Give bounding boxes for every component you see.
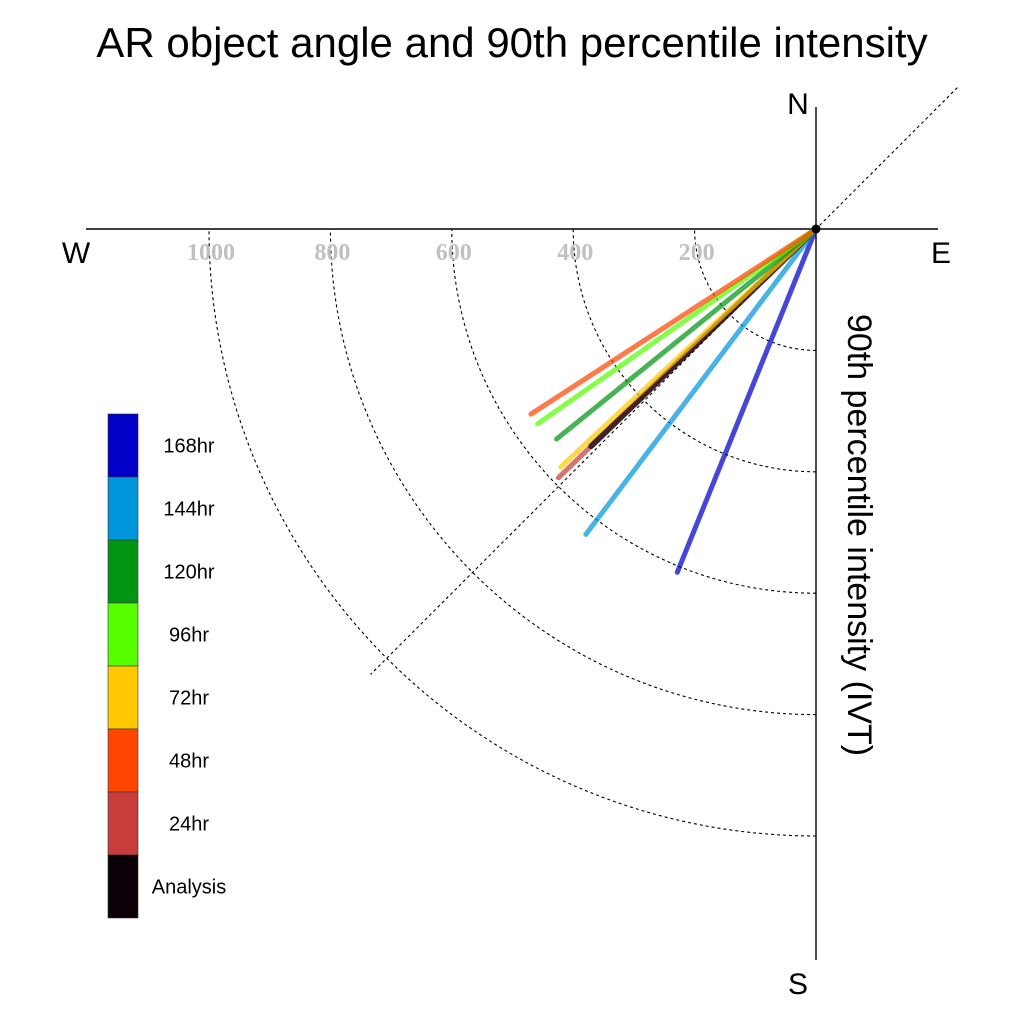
legend-label-72hr: 72hr xyxy=(169,688,209,710)
radial-tick-labels: 200 400 600 800 1000 xyxy=(187,240,715,266)
radial-tick-label-1000: 1000 xyxy=(187,240,235,266)
legend-swatch-144hr xyxy=(107,476,139,541)
legend-label-48hr: 48hr xyxy=(169,751,209,773)
y-axis-label: 90th percentile intensity (IVT) xyxy=(840,314,878,756)
legend-swatch-72hr xyxy=(107,665,139,730)
grid-arc-600 xyxy=(451,228,817,594)
radial-tick-label-400: 400 xyxy=(557,240,593,266)
vector-168hr xyxy=(674,226,819,575)
origin-point xyxy=(811,224,821,234)
grid-arc-800 xyxy=(329,228,817,716)
radial-tick-label-800: 800 xyxy=(314,240,350,266)
vector-72hr xyxy=(558,226,819,470)
diagonal-reference-line xyxy=(370,87,958,675)
legend-swatch-24hr xyxy=(107,791,139,856)
legend-label-24hr: 24hr xyxy=(169,814,209,836)
legend-label-168hr: 168hr xyxy=(163,436,214,458)
vector-144hr xyxy=(583,226,819,537)
radial-tick-label-600: 600 xyxy=(436,240,472,266)
legend-swatch-168hr xyxy=(107,413,139,478)
vector-48hr xyxy=(528,226,819,417)
east-label: E xyxy=(931,237,951,270)
legend-swatch-120hr xyxy=(107,539,139,604)
grid-arc-400 xyxy=(572,228,817,473)
west-label: W xyxy=(62,237,91,270)
legend-label-96hr: 96hr xyxy=(169,625,209,647)
north-label: N xyxy=(787,88,809,121)
radial-tick-label-200: 200 xyxy=(679,240,715,266)
legend-label-120hr: 120hr xyxy=(163,562,214,584)
vector-series xyxy=(528,226,819,575)
chart-title: AR object angle and 90th percentile inte… xyxy=(96,19,927,66)
vector-120hr xyxy=(554,226,819,442)
legend-swatch-96hr xyxy=(107,602,139,667)
grid-arc-200 xyxy=(694,228,817,351)
legend-swatch-48hr xyxy=(107,728,139,793)
legend-label-144hr: 144hr xyxy=(163,499,214,521)
south-label: S xyxy=(788,968,808,1001)
legend-swatch-analysis xyxy=(107,854,139,919)
legend: 168hr 144hr 120hr 96hr 72hr 48hr 24hr Analysis xyxy=(107,413,226,919)
legend-label-analysis: Analysis xyxy=(152,877,226,899)
